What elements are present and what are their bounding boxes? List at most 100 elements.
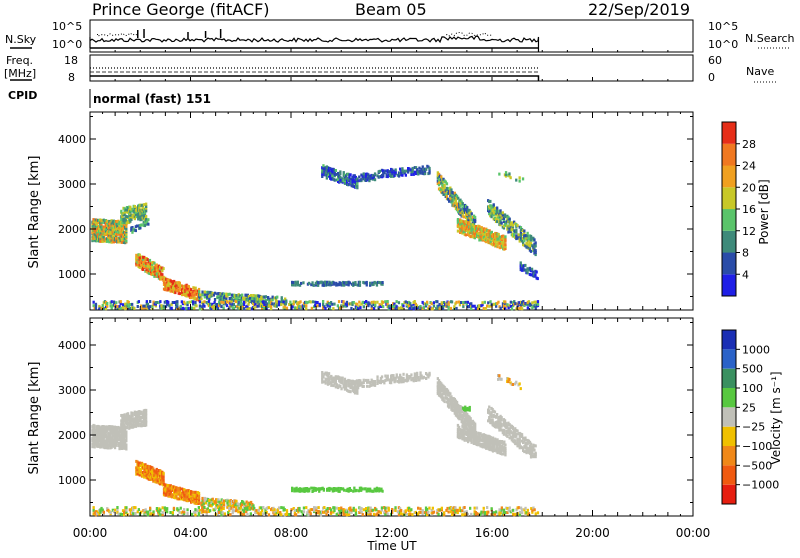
heatmap-cell [125, 437, 127, 440]
freq-panel: Freq. [MHz] 18 8 60 0 Nave [4, 54, 778, 84]
heatmap-cell [134, 512, 136, 515]
heatmap-cell [120, 307, 122, 310]
heatmap-cell [131, 303, 133, 306]
heatmap-cell [523, 239, 525, 242]
heatmap-cell [475, 431, 477, 434]
heatmap-cell [370, 507, 372, 510]
freq-unit-label: [MHz] [4, 67, 36, 80]
heatmap-cell [498, 173, 500, 176]
heatmap-cell [145, 203, 147, 206]
heatmap-cell [518, 233, 520, 236]
heatmap-cell [311, 508, 313, 511]
heatmap-cell [531, 301, 533, 304]
nsky-bottom-tick: 10^0 [52, 38, 82, 51]
heatmap-cell [233, 307, 235, 310]
heatmap-cell [388, 170, 390, 173]
heatmap-cell [535, 241, 537, 244]
heatmap-cell [195, 304, 197, 307]
heatmap-cell [509, 218, 511, 221]
heatmap-cell [492, 437, 494, 440]
heatmap-cell [180, 305, 182, 308]
heatmap-cell [223, 507, 225, 510]
heatmap-cell [499, 209, 501, 212]
heatmap-cell [330, 384, 332, 387]
freq-bottom-tick: 8 [68, 71, 75, 84]
heatmap-cell [110, 511, 112, 514]
heatmap-cell [95, 303, 97, 306]
heatmap-cell [425, 168, 427, 171]
heatmap-cell [496, 207, 498, 210]
heatmap-cell [470, 417, 472, 420]
heatmap-cell [508, 172, 510, 175]
heatmap-cell [374, 301, 376, 304]
heatmap-cell [451, 300, 453, 303]
heatmap-cell [484, 511, 486, 514]
heatmap-cell [486, 305, 488, 308]
nsky-trace [90, 29, 693, 52]
heatmap-cell [265, 295, 267, 298]
heatmap-cell [470, 513, 472, 516]
heatmap-cell [487, 301, 489, 304]
heatmap-cell [402, 373, 404, 376]
heatmap-cell [147, 511, 149, 514]
heatmap-cell [313, 284, 315, 287]
heatmap-cell [240, 507, 242, 510]
heatmap-cell [126, 425, 128, 428]
heatmap-cell [432, 507, 434, 510]
heatmap-cell [359, 281, 361, 284]
heatmap-cell [102, 304, 104, 307]
heatmap-cell [209, 509, 211, 512]
y-tick-label: 4000 [58, 133, 86, 146]
heatmap-cell [333, 509, 335, 512]
heatmap-cell [526, 271, 528, 274]
heatmap-cell [428, 167, 430, 170]
heatmap-cell [512, 224, 514, 227]
heatmap-cell [401, 174, 403, 177]
heatmap-cell [450, 307, 452, 310]
heatmap-cell [368, 302, 370, 305]
heatmap-cell [331, 303, 333, 306]
heatmap-cell [433, 511, 435, 514]
heatmap-cell [125, 431, 127, 434]
colorbar-segment [722, 166, 736, 188]
heatmap-cell [397, 510, 399, 513]
heatmap-cell [379, 170, 381, 173]
heatmap-cell [516, 224, 518, 227]
heatmap-cell [162, 476, 164, 479]
heatmap-cell [206, 296, 208, 299]
heatmap-cell [483, 307, 485, 310]
heatmap-cell [267, 296, 269, 299]
heatmap-cell [398, 175, 400, 178]
heatmap-cell [121, 241, 123, 244]
heatmap-cell [384, 170, 386, 173]
heatmap-cell [169, 511, 171, 514]
heatmap-cell [506, 303, 508, 306]
heatmap-cell [350, 489, 352, 492]
heatmap-cell [336, 507, 338, 510]
heatmap-cell [402, 304, 404, 307]
heatmap-cell [428, 507, 430, 510]
heatmap-cell [243, 301, 245, 304]
heatmap-cell [446, 507, 448, 510]
heatmap-cell [343, 489, 345, 492]
heatmap-cell [179, 282, 181, 285]
heatmap-cell [125, 433, 127, 436]
nsky-right-bottom-tick: 10^0 [708, 38, 738, 51]
heatmap-cell [444, 400, 446, 403]
heatmap-cell [519, 511, 521, 514]
heatmap-cell [284, 305, 286, 308]
heatmap-cell [456, 401, 458, 404]
heatmap-cell [362, 513, 364, 516]
heatmap-cell [306, 487, 308, 490]
heatmap-cell [338, 507, 340, 510]
heatmap-cell [380, 511, 382, 514]
heatmap-cell [462, 513, 464, 516]
heatmap-cell [488, 406, 490, 409]
heatmap-cell [340, 509, 342, 512]
colorbar-segment [722, 231, 736, 253]
heatmap-cell [159, 513, 161, 516]
heatmap-cell [262, 506, 264, 509]
heatmap-cell [223, 306, 225, 309]
nsky-panel: N.Sky 10^5 10^0 10^5 10^0 N.Search [5, 20, 795, 52]
heatmap-cell [183, 488, 185, 491]
